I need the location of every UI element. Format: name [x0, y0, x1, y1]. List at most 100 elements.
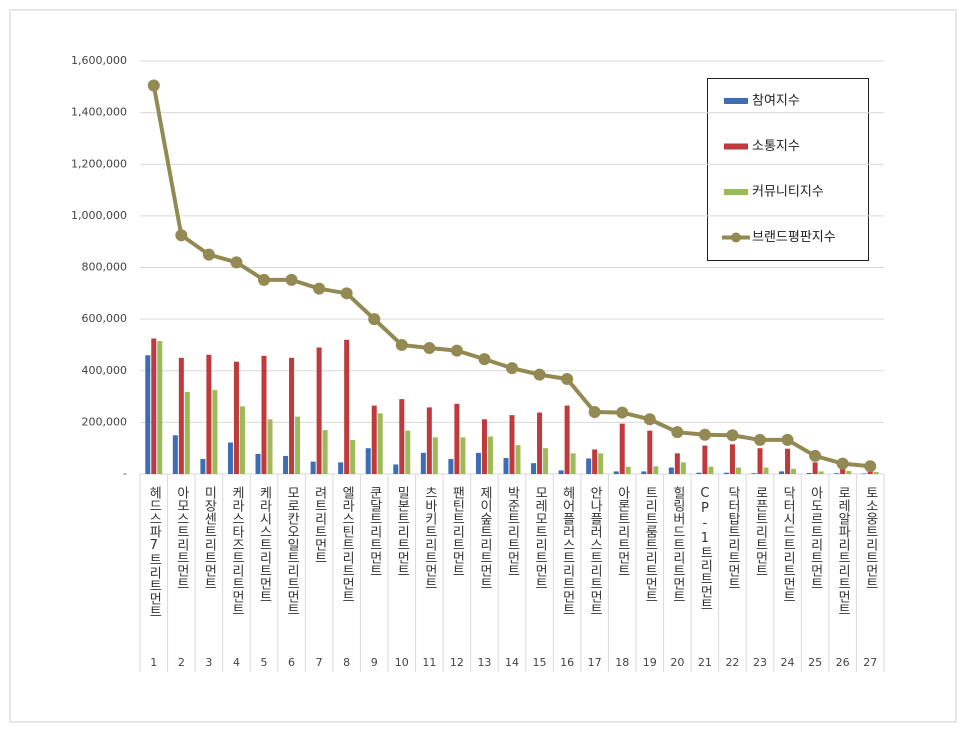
x-rank-label: 25: [808, 656, 822, 669]
bar: [702, 445, 708, 474]
bar: [212, 390, 218, 474]
bar: [227, 442, 233, 474]
line-marker: [450, 344, 463, 357]
x-tick-label: 토소웅트리트먼트: [863, 486, 878, 590]
legend-label: 참여지수: [752, 94, 800, 109]
x-rank-label: 7: [316, 656, 323, 669]
legend-swatch: [724, 189, 748, 195]
legend-swatch: [724, 98, 748, 104]
x-rank-label: 11: [422, 656, 436, 669]
bar: [846, 470, 852, 474]
line-marker: [175, 229, 188, 242]
x-rank-label: 10: [395, 656, 409, 669]
bar: [172, 435, 178, 474]
bar: [668, 467, 674, 474]
legend-box: [707, 78, 869, 261]
bar: [481, 419, 487, 474]
bar: [763, 467, 769, 474]
bar: [255, 453, 261, 474]
y-tick-label: 1,600,000: [71, 54, 127, 67]
bar: [592, 449, 598, 474]
bar: [696, 472, 702, 474]
bar: [261, 355, 267, 474]
line-marker: [864, 460, 877, 473]
x-rank-label: 27: [863, 656, 877, 669]
x-tick-label: 모로칸오일트리트먼트: [284, 486, 299, 616]
bar: [338, 462, 344, 474]
x-rank-label: 15: [533, 656, 547, 669]
bar: [509, 415, 515, 474]
bar: [289, 357, 295, 474]
line-marker: [588, 406, 601, 419]
bar: [647, 430, 653, 474]
bar: [145, 355, 151, 474]
x-rank-label: 20: [670, 656, 684, 669]
bar: [316, 347, 322, 474]
y-tick-label: -: [123, 467, 127, 480]
bar: [344, 339, 350, 474]
bar: [178, 357, 184, 474]
bar: [861, 473, 867, 474]
line-marker: [836, 457, 849, 470]
bar: [151, 338, 157, 474]
line-marker: [781, 433, 794, 446]
bar: [475, 452, 481, 474]
bar: [295, 416, 301, 474]
bar: [531, 463, 537, 474]
x-rank-label: 23: [753, 656, 767, 669]
line-marker: [754, 433, 766, 446]
x-rank-label: 22: [725, 656, 739, 669]
legend-label: 브랜드평판지수: [752, 230, 836, 245]
bar: [233, 361, 239, 474]
bar: [873, 471, 879, 474]
x-rank-label: 14: [505, 656, 519, 669]
bar: [757, 448, 763, 474]
bar: [432, 437, 438, 474]
x-tick-label: 닥터탑트리트먼트: [725, 486, 740, 590]
bar: [625, 466, 631, 474]
x-tick-label: 팬틴트리트먼트: [449, 486, 464, 577]
line-marker: [809, 449, 822, 462]
bar: [503, 457, 509, 474]
line-marker: [698, 428, 711, 441]
x-tick-label: 안나플러스트리트먼트: [587, 486, 602, 616]
x-tick-label: 로레알파리트리트먼트: [835, 486, 850, 616]
x-tick-label: 엘라스틴트리트먼트: [339, 486, 354, 603]
bar: [613, 471, 619, 474]
y-tick-label: 800,000: [82, 261, 128, 274]
bar: [267, 419, 273, 474]
y-tick-label: 1,400,000: [71, 106, 127, 119]
bar: [598, 453, 604, 474]
bar: [371, 405, 377, 474]
y-tick-label: 1,000,000: [71, 209, 127, 222]
bar: [365, 448, 371, 474]
x-tick-label: 로픈트리트먼트: [753, 486, 768, 577]
bar: [405, 430, 411, 474]
bar: [674, 453, 680, 474]
bar: [420, 452, 426, 474]
x-rank-label: 17: [588, 656, 602, 669]
line-marker: [230, 256, 243, 269]
legend-swatch: [724, 143, 748, 150]
y-tick-label: 1,200,000: [71, 157, 127, 170]
bar: [570, 453, 576, 474]
x-rank-label: 24: [781, 656, 795, 669]
line-marker: [368, 313, 381, 326]
bar: [723, 472, 729, 474]
x-tick-label: 미장센트리트먼트: [201, 486, 216, 590]
bar: [377, 413, 383, 474]
bar: [818, 471, 824, 474]
x-tick-label: 쿤달트리트먼트: [367, 486, 382, 577]
x-rank-label: 4: [233, 656, 240, 669]
bar: [729, 444, 735, 474]
x-tick-label: 트리트룸트리트먼트: [642, 486, 657, 603]
bar: [680, 462, 686, 474]
line-marker: [147, 79, 160, 92]
bar: [184, 391, 190, 474]
bar: [426, 407, 432, 474]
line-marker: [313, 282, 326, 295]
line-marker: [423, 342, 436, 355]
bar: [448, 459, 454, 474]
line-marker: [285, 273, 298, 286]
x-tick-label: 힐링버드트리트먼트: [670, 486, 685, 603]
